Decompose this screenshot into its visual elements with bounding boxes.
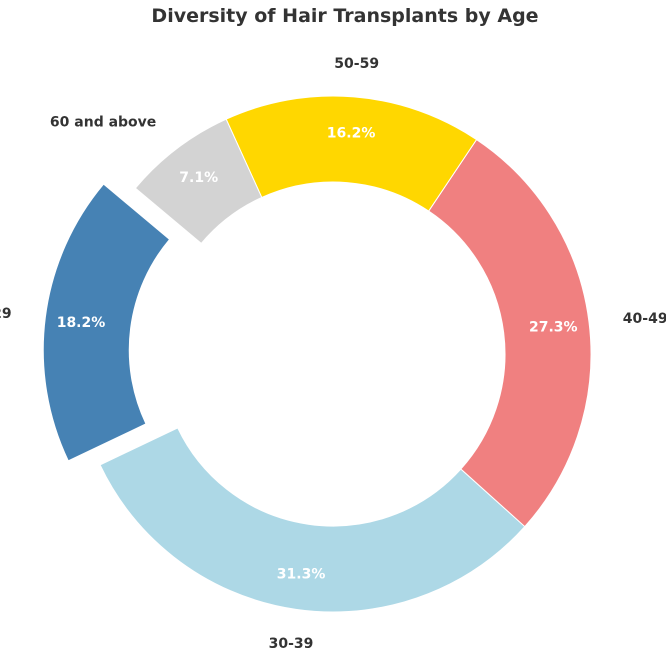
- category-label-50-59: 50-59: [334, 56, 379, 72]
- chart-title: Diversity of Hair Transplants by Age: [151, 5, 538, 27]
- value-label-50-59: 16.2%: [327, 126, 376, 142]
- category-label-40-49: 40-49: [623, 311, 666, 327]
- value-label-60-and-above: 7.1%: [179, 170, 218, 186]
- value-label-40-49: 27.3%: [529, 320, 578, 336]
- slice-50-59: [225, 95, 478, 212]
- slice-20-29: [42, 183, 171, 462]
- slices-group: [42, 95, 592, 613]
- category-label-60-and-above: 60 and above: [50, 115, 156, 131]
- value-label-30-39: 31.3%: [277, 567, 326, 583]
- slice-30-39: [99, 427, 526, 613]
- labels-group: 20-29 18.2% 30-39 31.3% 40-49 27.3% 50-59 16.2%…: [0, 56, 666, 652]
- category-label-30-39: 30-39: [269, 636, 314, 652]
- slice-40-49: [427, 138, 592, 528]
- value-label-20-29: 18.2%: [57, 315, 106, 331]
- category-label-20-29: 20-29: [0, 306, 12, 322]
- slice-60-and-above: [134, 118, 263, 245]
